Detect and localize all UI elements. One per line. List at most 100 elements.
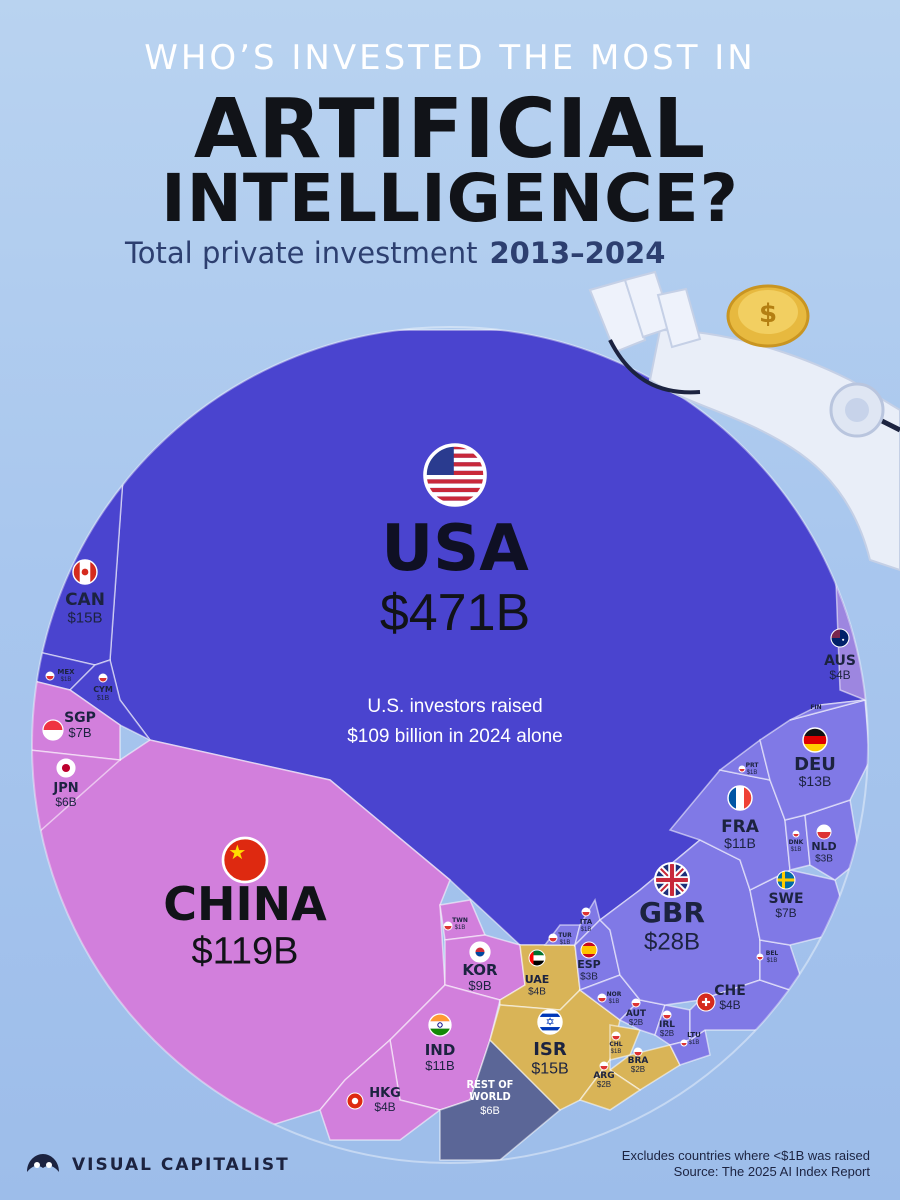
brand-logo: VISUAL CAPITALIST bbox=[24, 1152, 290, 1178]
nld-flag-icon bbox=[816, 824, 832, 840]
rest-of-world-value: $6B bbox=[480, 1105, 500, 1117]
bra-value: $2B bbox=[631, 1065, 645, 1074]
fra-flag-icon bbox=[727, 785, 753, 811]
isr-value: $15B bbox=[531, 1060, 568, 1077]
swe-label: SWE bbox=[768, 891, 803, 907]
nld-label: NLD bbox=[811, 840, 836, 853]
kor-flag-icon bbox=[469, 941, 491, 963]
bra-cell bbox=[608, 1044, 681, 1091]
subtitle-text: Total private investment bbox=[125, 236, 478, 270]
fin-label: FIN bbox=[810, 704, 821, 711]
gbr-label: GBR bbox=[639, 896, 705, 929]
irl-flag-icon bbox=[662, 1010, 672, 1020]
sgp-label: SGP bbox=[64, 710, 96, 726]
ltu-flag-icon bbox=[680, 1039, 688, 1047]
ind-value: $11B bbox=[425, 1058, 454, 1073]
ita-value: $1B bbox=[581, 927, 592, 933]
deu-value: $13B bbox=[799, 773, 832, 789]
visual-capitalist-logo-icon bbox=[27, 1154, 59, 1172]
deu-flag-icon bbox=[802, 727, 828, 753]
can-flag-icon bbox=[72, 559, 98, 585]
isr-flag-icon: ✡ bbox=[537, 1009, 563, 1035]
bel-label: BEL bbox=[766, 950, 779, 957]
deu-label: DEU bbox=[794, 754, 836, 775]
jpn-cell bbox=[32, 749, 122, 842]
aut-label: AUT bbox=[626, 1009, 647, 1019]
esp-label: ESP bbox=[577, 958, 601, 971]
che-flag-icon bbox=[696, 992, 716, 1012]
kicker-title: WHO’S INVESTED THE MOST IN bbox=[144, 38, 756, 78]
main-title-line2: INTELLIGENCE? bbox=[161, 160, 739, 237]
fra-value: $11B bbox=[724, 835, 756, 851]
ita-label: ITA bbox=[580, 918, 593, 926]
footnote: Excludes countries where <$1B was raised… bbox=[622, 1148, 870, 1180]
usa-annotation-line2: $109 billion in 2024 alone bbox=[347, 726, 563, 747]
coin-icon: $ bbox=[726, 284, 810, 348]
can-label: CAN bbox=[65, 590, 105, 610]
jpn-value: $6B bbox=[55, 795, 76, 809]
bel-value: $1B bbox=[767, 958, 778, 964]
sgp-flag-icon bbox=[42, 719, 64, 741]
uae-value: $4B bbox=[528, 987, 546, 998]
main-title-line1: ARTIFICIAL bbox=[193, 82, 707, 177]
dnk-value: $1B bbox=[791, 847, 802, 853]
aut-flag-icon bbox=[631, 998, 641, 1008]
cym-value: $1B bbox=[97, 695, 110, 702]
sgp-value: $7B bbox=[68, 725, 91, 740]
aus-flag-icon bbox=[830, 628, 850, 648]
irl-label: IRL bbox=[659, 1020, 675, 1030]
mex-value: $1B bbox=[61, 677, 72, 683]
jpn-label: JPN bbox=[52, 781, 78, 796]
chart-outline bbox=[31, 326, 869, 1164]
che-value: $4B bbox=[719, 998, 740, 1012]
uae-flag-icon bbox=[528, 949, 546, 967]
can-cell bbox=[32, 418, 126, 666]
chl-value: $1B bbox=[611, 1049, 622, 1055]
irl-value: $2B bbox=[660, 1029, 674, 1038]
usa-annotation-line1: U.S. investors raised bbox=[367, 696, 542, 717]
ind-flag-icon bbox=[428, 1013, 452, 1037]
bra-label: BRA bbox=[628, 1056, 649, 1066]
arg-label: ARG bbox=[593, 1071, 614, 1081]
chl-label: CHL bbox=[609, 1041, 622, 1048]
hkg-label: HKG bbox=[369, 1086, 401, 1101]
twn-flag-icon bbox=[443, 921, 453, 931]
tur-value: $1B bbox=[560, 940, 571, 946]
aut-value: $2B bbox=[629, 1018, 643, 1027]
dnk-flag-icon bbox=[792, 830, 800, 838]
usa-flag-icon bbox=[423, 443, 487, 507]
rest-of-world-label-line2: WORLD bbox=[469, 1090, 510, 1103]
svg-text:$: $ bbox=[759, 299, 777, 329]
tur-label: TUR bbox=[558, 932, 572, 939]
rest-of-world-label-line1: REST OF bbox=[467, 1078, 514, 1091]
subtitle: Total private investment 2013–2024 bbox=[125, 236, 665, 270]
svg-text:✡: ✡ bbox=[545, 1017, 554, 1029]
can-value: $15B bbox=[67, 609, 102, 626]
kor-label: KOR bbox=[462, 961, 498, 979]
prt-label: PRT bbox=[746, 762, 760, 769]
footnote-exclusion: Excludes countries where <$1B was raised bbox=[621, 1148, 870, 1163]
esp-flag-icon bbox=[580, 941, 598, 959]
footnote-source: Source: The 2025 AI Index Report bbox=[673, 1164, 870, 1179]
hkg-value: $4B bbox=[374, 1100, 395, 1114]
china-label: CHINA bbox=[163, 877, 327, 931]
china-flag-icon: ★ bbox=[221, 836, 269, 884]
china-value: $119B bbox=[191, 931, 298, 973]
esp-value: $3B bbox=[580, 972, 598, 983]
gbr-value: $28B bbox=[644, 929, 700, 956]
swe-value: $7B bbox=[775, 906, 796, 920]
cym-label: CYM bbox=[93, 685, 113, 694]
nor-flag-icon bbox=[597, 993, 607, 1003]
brand-name: VISUAL CAPITALIST bbox=[72, 1155, 290, 1175]
tur-flag-icon bbox=[548, 933, 558, 943]
bel-flag-icon bbox=[756, 953, 764, 961]
nor-label: NOR bbox=[607, 991, 622, 998]
dnk-label: DNK bbox=[789, 839, 804, 846]
mex-flag-icon bbox=[45, 671, 55, 681]
twn-label: TWN bbox=[452, 917, 468, 924]
hkg-flag-icon bbox=[346, 1092, 364, 1110]
robot-hand-illustration: $ bbox=[588, 270, 900, 572]
mex-label: MEX bbox=[57, 668, 75, 676]
subtitle-years: 2013–2024 bbox=[489, 236, 666, 270]
